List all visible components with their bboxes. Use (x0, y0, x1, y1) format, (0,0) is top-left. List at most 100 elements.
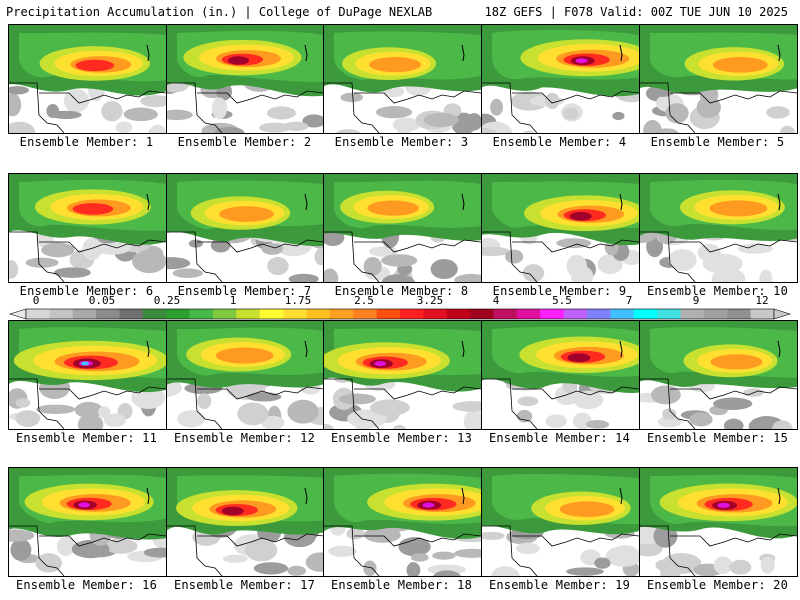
light-precip-area (516, 542, 540, 555)
light-precip-area (267, 257, 289, 276)
light-precip-area (131, 386, 166, 409)
light-precip-area (324, 423, 334, 429)
precip-map (324, 25, 481, 133)
coastline (197, 386, 324, 400)
colorbar-swatch (446, 309, 471, 319)
ensemble-member-label: Ensemble Member: 6 (19, 284, 154, 298)
colorbar-swatch (26, 309, 50, 319)
colorbar-swatch (516, 309, 541, 319)
lake-outline (304, 487, 308, 505)
coastline (354, 239, 481, 253)
coastline (512, 239, 639, 253)
light-precip-area (149, 124, 166, 133)
light-precip-area (566, 567, 604, 576)
colorbar-swatch (306, 309, 331, 319)
precip-map (9, 468, 166, 576)
light-precip-area (363, 527, 401, 543)
ensemble-member-label: Ensemble Member: 8 (334, 284, 469, 298)
coastline (197, 533, 324, 547)
precip-core-darkred (567, 353, 591, 363)
precip-map (324, 321, 481, 429)
lake-outline (304, 340, 308, 358)
lake-outline (461, 193, 465, 211)
colorbar-swatch (142, 309, 167, 319)
precip-core-red (72, 203, 114, 215)
border-line (324, 231, 380, 282)
ensemble-member-map (481, 320, 640, 430)
colorbar-swatch (400, 309, 424, 319)
colorbar-high-arrow (773, 308, 792, 320)
colorbar-swatch (540, 309, 565, 319)
light-precip-area (77, 413, 104, 429)
border-line (167, 231, 223, 282)
chart-title: Precipitation Accumulation (in.) | Colle… (6, 5, 433, 19)
colorbar-swatch (423, 309, 448, 319)
precip-core-magenta (78, 502, 90, 508)
light-precip-area (454, 273, 481, 282)
light-precip-area (375, 106, 413, 119)
colorbar-tick-label: 0 (32, 294, 40, 307)
precip-core-orange (712, 57, 768, 73)
precip-map (9, 25, 166, 133)
light-precip-area (211, 97, 228, 120)
precip-core-orange (215, 347, 274, 364)
colorbar-swatch (213, 309, 237, 319)
coastline (197, 90, 324, 104)
light-precip-area (668, 248, 697, 272)
coastline (354, 386, 481, 400)
light-precip-area (517, 396, 539, 407)
lake-outline (146, 44, 150, 62)
light-precip-area (760, 556, 775, 574)
lake-outline (777, 193, 781, 211)
light-precip-area (490, 566, 520, 576)
border-line (324, 378, 380, 429)
coastline (670, 386, 797, 400)
light-precip-area (662, 408, 677, 420)
ensemble-member-map (639, 24, 798, 134)
ensemble-member-map (166, 173, 325, 283)
light-precip-area (612, 545, 638, 560)
light-precip-area (771, 420, 793, 429)
coastline (670, 239, 797, 253)
colorbar-swatch (680, 309, 705, 319)
colorbar-swatch (283, 309, 307, 319)
light-precip-area (98, 406, 111, 419)
light-precip-area (143, 547, 166, 558)
precip-core-magenta (717, 502, 730, 508)
light-precip-area (259, 122, 291, 133)
precip-core-darkred (227, 56, 250, 65)
light-precip-area (363, 560, 377, 576)
ensemble-member-label: Ensemble Member: 3 (334, 135, 469, 149)
ensemble-member-map (481, 173, 640, 283)
ensemble-member-map (323, 24, 482, 134)
border-line (9, 525, 65, 576)
light-precip-area (56, 536, 75, 557)
border-line (640, 82, 696, 133)
light-precip-area (172, 268, 203, 278)
light-precip-area (261, 415, 285, 429)
light-precip-area (9, 93, 22, 117)
ensemble-member-map (166, 320, 325, 430)
ensemble-member-label: Ensemble Member: 1 (19, 135, 154, 149)
colorbar-tick-label: 0.05 (88, 294, 116, 307)
border-line (640, 378, 696, 429)
light-precip-area (305, 552, 324, 572)
light-precip-area (35, 404, 76, 414)
light-precip-area (779, 125, 796, 133)
ensemble-member-map (481, 467, 640, 577)
precip-core-orange (709, 200, 768, 217)
light-precip-area (9, 529, 35, 542)
colorbar-swatch (236, 309, 261, 319)
coastline (354, 90, 481, 104)
light-precip-area (338, 393, 376, 405)
colorbar-tick-label: 0.25 (153, 294, 181, 307)
coastline (197, 239, 324, 253)
border-line (640, 525, 696, 576)
colorbar-swatch (657, 309, 681, 319)
light-precip-area (246, 392, 282, 402)
light-precip-area (711, 268, 746, 282)
light-precip-area (737, 243, 773, 254)
border-line (640, 231, 696, 282)
colorbar-swatch (329, 309, 354, 319)
light-precip-area (430, 259, 458, 280)
